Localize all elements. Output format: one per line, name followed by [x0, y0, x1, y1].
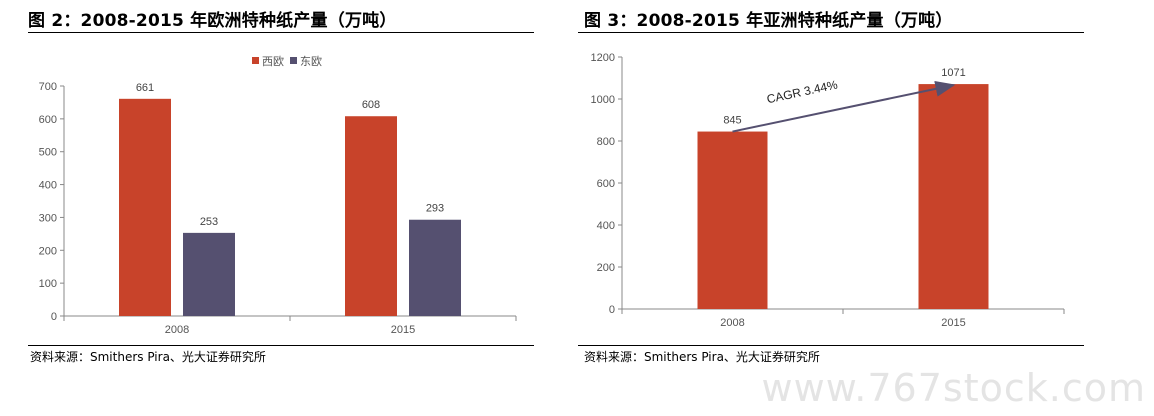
cagr-annotation: CAGR 3.44%: [765, 77, 839, 106]
left-bar-chart: 0 100 200 300 400 500 600 700 2008 661 253 2015 608 2…: [39, 55, 517, 336]
data-label: 845: [723, 115, 741, 127]
y-tick-label: 600: [39, 114, 57, 126]
x-tick-label: 2008: [720, 317, 744, 329]
cagr-arrow: [732, 80, 956, 133]
data-label: 253: [200, 216, 218, 228]
data-label: 661: [136, 82, 154, 94]
right-chart-title: 图 3：2008-2015 年亚洲特种纸产量（万吨）: [584, 11, 953, 31]
y-tick-label: 500: [39, 147, 57, 159]
legend-label: 西欧: [262, 55, 284, 68]
left-source-rule: [28, 345, 534, 346]
left-title-rule: [28, 32, 534, 33]
y-tick-label: 200: [597, 262, 615, 274]
y-tick-label: 300: [39, 212, 57, 224]
y-tick-label: 400: [39, 180, 57, 192]
right-bar-chart: 0 200 400 600 800 1000 1200 2008 845 2015 1071 CAGR…: [591, 52, 1065, 329]
x-tick-label: 2015: [391, 324, 415, 336]
right-title-rule: [578, 32, 1084, 33]
x-tick-label: 2008: [165, 324, 189, 336]
y-tick-label: 1200: [591, 52, 615, 64]
y-tick-label: 600: [597, 178, 615, 190]
right-source-rule: [578, 345, 1084, 346]
y-tick-label: 700: [39, 81, 57, 93]
y-tick-label: 0: [51, 311, 57, 323]
left-chart-title: 图 2：2008-2015 年欧洲特种纸产量（万吨）: [28, 11, 397, 31]
left-source-note: 资料来源：Smithers Pira、光大证券研究所: [30, 350, 266, 364]
watermark: www.767stock.com: [761, 366, 1146, 410]
bar: [697, 131, 768, 309]
right-source-note: 资料来源：Smithers Pira、光大证券研究所: [584, 350, 820, 364]
x-tick-label: 2015: [941, 317, 965, 329]
bar: [918, 84, 989, 309]
legend-swatch: [290, 57, 297, 64]
bar: [119, 98, 171, 316]
bar: [409, 219, 461, 316]
y-tick-label: 1000: [591, 94, 615, 106]
y-tick-label: 800: [597, 136, 615, 148]
y-tick-label: 0: [609, 304, 615, 316]
data-label: 608: [362, 99, 380, 111]
data-label: 293: [426, 203, 444, 215]
legend-swatch: [252, 57, 259, 64]
right-panel: 图 3：2008-2015 年亚洲特种纸产量（万吨） 0 200 400 600 800…: [578, 0, 1154, 416]
data-label: 1071: [941, 67, 965, 79]
y-tick-label: 400: [597, 220, 615, 232]
left-panel: 图 2：2008-2015 年欧洲特种纸产量（万吨） 0 100 200 300 400…: [0, 0, 560, 416]
bar: [183, 232, 235, 316]
bar: [345, 116, 397, 316]
y-tick-label: 200: [39, 245, 57, 257]
y-tick-label: 100: [39, 278, 57, 290]
legend-label: 东欧: [300, 55, 322, 68]
